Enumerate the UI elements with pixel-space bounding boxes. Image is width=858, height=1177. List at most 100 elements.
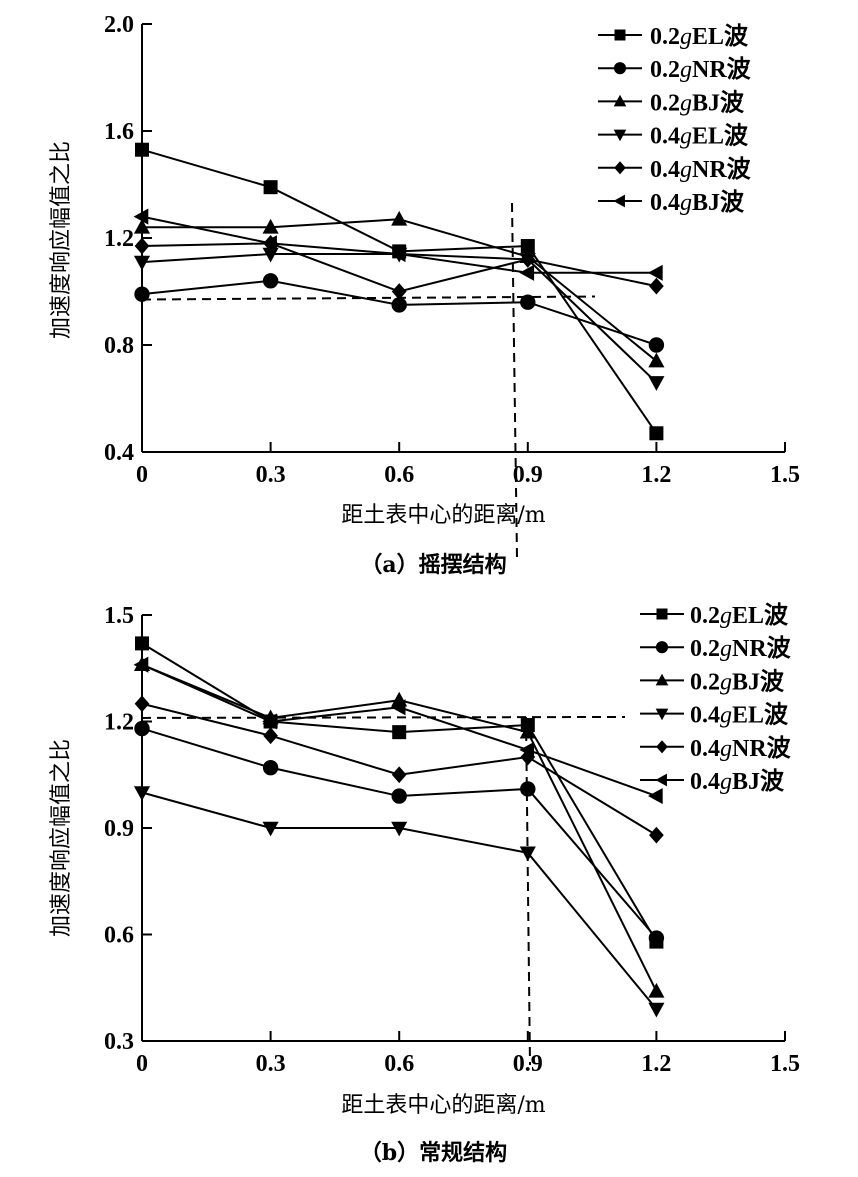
data-point-triangle-left xyxy=(133,656,149,673)
y-tick-label: 0.4 xyxy=(104,440,134,466)
y-tick-label: 1.6 xyxy=(104,119,134,145)
series-triangle-down xyxy=(133,247,665,391)
legend-label-g: g xyxy=(720,769,732,795)
series-diamond xyxy=(134,695,664,844)
data-point-diamond xyxy=(263,727,278,745)
data-point-diamond xyxy=(391,766,407,784)
legend-label-suffix: EL波 xyxy=(692,123,749,150)
legend-marker-triangle-left xyxy=(655,773,667,787)
legend-item: 0.4gNR波 xyxy=(640,735,792,762)
data-point-diamond xyxy=(134,695,150,713)
data-point-circle xyxy=(262,273,279,289)
data-point-triangle-left xyxy=(648,788,663,805)
data-point-square xyxy=(520,239,535,254)
data-point-diamond xyxy=(520,748,536,766)
reference-line-vertical xyxy=(525,716,531,1066)
legend-label: 0.4gEL波 xyxy=(650,123,749,150)
legend-label-prefix: 0.4 xyxy=(690,769,720,795)
legend-item: 0.4gBJ波 xyxy=(640,768,785,795)
legend-marker-triangle-up xyxy=(655,673,669,686)
legend-item: 0.2gBJ波 xyxy=(598,89,745,116)
legend-marker-circle xyxy=(655,641,669,654)
data-point-triangle-down xyxy=(519,846,536,862)
legend-label-suffix: BJ波 xyxy=(692,189,745,216)
y-tick-label: 1.5 xyxy=(104,603,134,629)
x-tick-label: 0.3 xyxy=(256,1051,286,1077)
y-tick-label: 0.8 xyxy=(104,333,134,359)
data-point-triangle-down xyxy=(648,376,665,391)
legend-label-g: g xyxy=(680,57,692,83)
legend-item: 0.2gEL波 xyxy=(598,23,749,50)
data-point-triangle-left xyxy=(262,235,277,252)
legend-label: 0.4gEL波 xyxy=(690,702,789,729)
y-tick-label: 1.2 xyxy=(104,226,134,252)
y-tick-label: 2.0 xyxy=(104,12,134,38)
legend-marker-triangle-left xyxy=(613,194,625,208)
data-point-triangle-up xyxy=(391,210,408,226)
legend-label-prefix: 0.2 xyxy=(650,24,680,50)
data-point-circle xyxy=(520,781,536,797)
legend-label-g: g xyxy=(720,636,732,662)
data-point-triangle-down xyxy=(133,255,151,271)
x-tick-label: 1.5 xyxy=(770,462,800,488)
legend-label-prefix: 0.2 xyxy=(650,57,680,83)
legend-label: 0.2gBJ波 xyxy=(650,89,745,116)
data-point-square xyxy=(392,725,407,740)
data-point-diamond xyxy=(520,251,536,268)
legend-marker-circle xyxy=(613,62,627,75)
legend-label-suffix: EL波 xyxy=(732,702,789,729)
y-tick-label: 0.3 xyxy=(104,1029,134,1055)
legend-item: 0.2gNR波 xyxy=(640,635,792,662)
legend-label: 0.2gNR波 xyxy=(690,635,792,662)
legend-label: 0.4gNR波 xyxy=(650,156,752,183)
data-point-triangle-down xyxy=(133,786,151,801)
series-circle xyxy=(134,273,665,353)
legend: 0.2gEL波0.2gNR波0.2gBJ波0.4gEL波0.4gNR波0.4gB… xyxy=(598,23,752,216)
legend-marker-triangle-down xyxy=(613,129,627,142)
legend-item: 0.2gEL波 xyxy=(640,602,789,629)
y-tick-label: 0.6 xyxy=(104,923,134,949)
data-point-square xyxy=(135,142,149,157)
x-tick-label: 0.6 xyxy=(384,1051,414,1077)
y-axis-title: 加速度响应幅值之比 xyxy=(49,141,74,339)
series-triangle-left xyxy=(133,656,663,805)
data-point-circle xyxy=(648,930,665,946)
data-point-triangle-left xyxy=(262,713,277,730)
legend-label-suffix: NR波 xyxy=(692,156,752,183)
x-tick-label: 0 xyxy=(136,1051,148,1077)
legend-label-g: g xyxy=(720,603,732,629)
data-point-circle xyxy=(262,759,279,776)
reference-line-horizontal xyxy=(141,295,596,301)
data-point-triangle-left xyxy=(390,246,406,263)
x-tick-label: 0.9 xyxy=(513,1051,543,1077)
legend: 0.2gEL波0.2gNR波0.2gBJ波0.4gEL波0.4gNR波0.4gB… xyxy=(640,602,792,795)
legend-label-prefix: 0.4 xyxy=(650,157,680,183)
data-point-triangle-up xyxy=(133,218,151,234)
data-point-triangle-left xyxy=(390,699,406,716)
y-tick-label: 0.9 xyxy=(104,816,134,842)
legend-label-g: g xyxy=(680,190,692,216)
data-point-triangle-down xyxy=(262,821,279,837)
x-axis-title: 距土表中心的距离/m xyxy=(341,1093,545,1118)
legend-label: 0.2gEL波 xyxy=(650,23,749,50)
legend-label-g: g xyxy=(720,669,732,695)
data-point-circle xyxy=(391,297,407,313)
data-point-square xyxy=(649,426,664,441)
x-tick-label: 0 xyxy=(136,462,148,488)
legend-label-suffix: BJ波 xyxy=(692,89,745,116)
legend-item: 0.2gBJ波 xyxy=(640,668,785,695)
data-point-triangle-left xyxy=(133,208,149,225)
legend-marker-square xyxy=(656,608,668,620)
legend-label-suffix: BJ波 xyxy=(732,668,785,695)
legend-label: 0.2gNR波 xyxy=(650,56,752,83)
data-point-triangle-up xyxy=(648,982,665,998)
legend-item: 0.4gNR波 xyxy=(598,156,752,183)
legend-label-g: g xyxy=(680,124,692,150)
legend-marker-diamond xyxy=(656,740,668,754)
y-tick-label: 1.2 xyxy=(104,710,134,736)
x-tick-label: 0.6 xyxy=(384,462,414,488)
legend-label: 0.2gEL波 xyxy=(690,602,789,629)
legend-label-g: g xyxy=(720,703,732,729)
data-point-triangle-up xyxy=(519,723,536,739)
series-triangle-down xyxy=(133,786,665,1018)
